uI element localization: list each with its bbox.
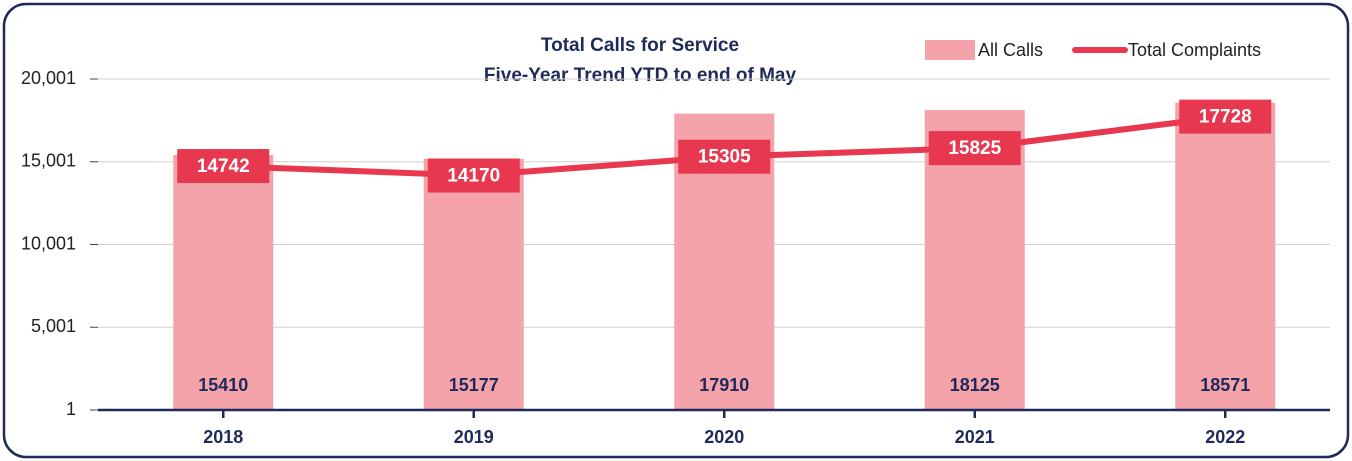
bar-value-label: 15410 [198, 375, 248, 395]
x-tick-label: 2018 [203, 427, 243, 447]
line-label-box [427, 158, 520, 193]
line-value-label: 15825 [948, 138, 1001, 159]
y-tick-label: 10,001 [21, 233, 76, 253]
y-tick-label: 5,001 [31, 316, 76, 336]
line-value-label: 17728 [1199, 107, 1252, 128]
y-tick-label: 15,001 [21, 151, 76, 171]
bar-value-label: 18571 [1200, 375, 1250, 395]
bar [173, 154, 274, 410]
x-tick-label: 2019 [454, 427, 494, 447]
legend-swatch [925, 40, 975, 60]
y-tick-label: 20,001 [21, 68, 76, 88]
bar [1175, 102, 1276, 410]
x-tick-label: 2020 [704, 427, 744, 447]
x-tick-label: 2021 [955, 427, 995, 447]
line-label-box [1179, 99, 1272, 134]
chart-subtitle: Five-Year Trend YTD to end of May [484, 65, 797, 86]
y-tick-label: 1 [66, 399, 76, 419]
legend-label: All Calls [978, 40, 1043, 60]
line-value-label: 14170 [447, 166, 500, 187]
chart-title: Total Calls for Service [541, 35, 739, 56]
line-label-box [928, 131, 1021, 166]
bar-value-label: 17910 [699, 375, 749, 395]
line-label-box [678, 139, 771, 174]
bar [423, 158, 524, 410]
line-value-label: 14742 [197, 156, 250, 177]
bar-value-label: 18125 [950, 375, 1000, 395]
x-tick-label: 2022 [1205, 427, 1245, 447]
line-value-label: 15305 [698, 147, 751, 168]
bar-value-label: 15177 [449, 375, 499, 395]
legend-label: Total Complaints [1128, 40, 1261, 60]
line-label-box [177, 149, 270, 184]
